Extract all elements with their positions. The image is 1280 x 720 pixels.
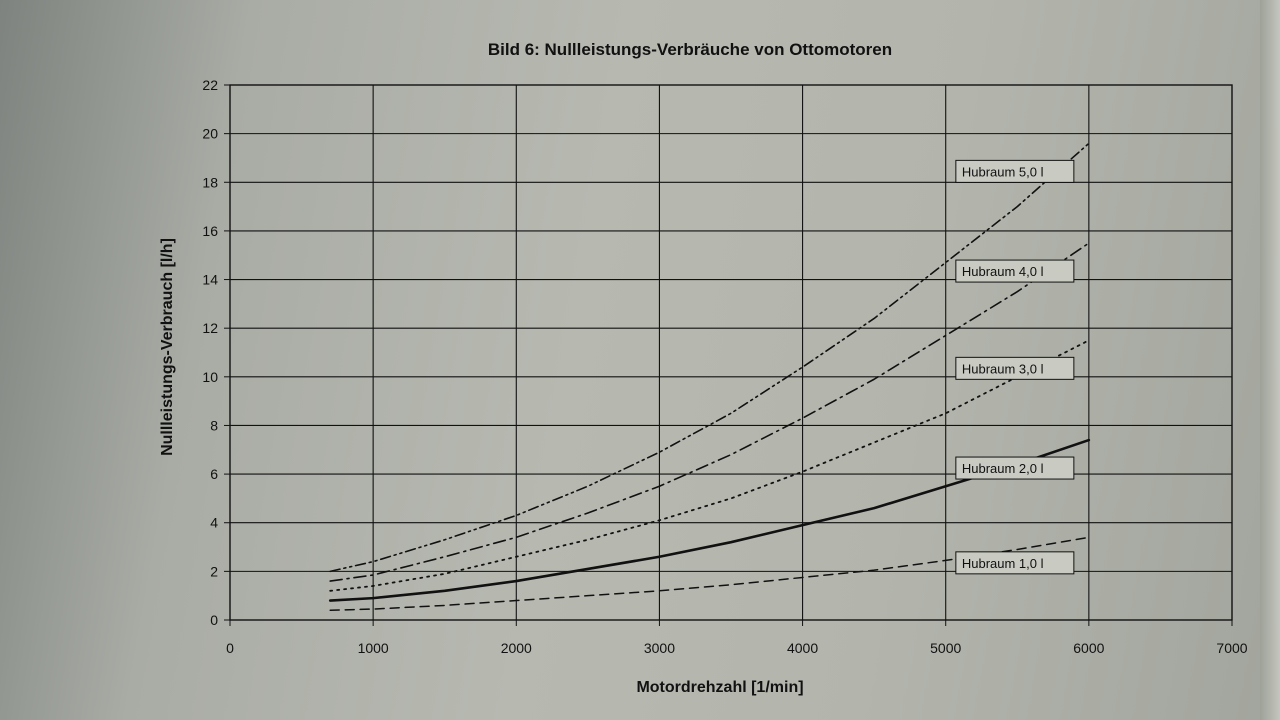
plot-frame — [229, 84, 1233, 621]
y-axis-title: Nullleistungs-Verbrauch [l/h] — [159, 238, 176, 456]
y-tick-label: 20 — [202, 126, 218, 142]
legend-box — [955, 456, 1075, 480]
chart-title: Bild 6: Nullleistungs-Verbräuche von Ott… — [488, 40, 892, 59]
x-tick-label: 4000 — [787, 640, 818, 656]
y-tick-label: 16 — [202, 223, 218, 239]
y-tick-label: 2 — [210, 563, 218, 579]
y-tick-label: 4 — [210, 515, 218, 531]
x-axis-title: Motordrehzahl [1/min] — [636, 679, 803, 696]
y-tick-label: 0 — [210, 612, 218, 628]
legend-box — [955, 159, 1075, 183]
y-tick-label: 8 — [210, 417, 218, 433]
legend-label-2: Hubraum 2,0 l — [955, 456, 1075, 480]
y-tick-label: 22 — [202, 77, 218, 93]
paper-edge — [1260, 0, 1280, 720]
y-tick-label: 10 — [202, 369, 218, 385]
legend-label-1: Hubraum 1,0 l — [955, 551, 1075, 575]
y-tick-label: 6 — [210, 466, 218, 482]
legend-text: Hubraum 1,0 l — [962, 556, 1044, 571]
legend-text: Hubraum 2,0 l — [962, 461, 1044, 476]
x-tick-label: 5000 — [930, 640, 961, 656]
x-tick-label: 1000 — [358, 640, 389, 656]
chart-grid — [229, 84, 1233, 621]
series-line-5 — [329, 142, 1090, 573]
series-line-2 — [328, 438, 1091, 602]
y-tick-label: 12 — [202, 320, 218, 336]
x-tick-label: 2000 — [501, 640, 532, 656]
y-tick-label: 14 — [202, 272, 218, 288]
x-tick-label: 3000 — [644, 640, 675, 656]
x-tick-label: 0 — [226, 640, 234, 656]
x-tick-label: 7000 — [1216, 640, 1247, 656]
x-tick-label: 6000 — [1073, 640, 1104, 656]
legend-box — [955, 551, 1075, 575]
legend-text: Hubraum 4,0 l — [962, 264, 1044, 279]
legend-text: Hubraum 5,0 l — [962, 164, 1044, 179]
series-line-4 — [329, 242, 1090, 582]
legend-label-5: Hubraum 5,0 l — [955, 159, 1075, 183]
legend-label-4: Hubraum 4,0 l — [955, 259, 1075, 283]
legend-text: Hubraum 3,0 l — [962, 361, 1044, 376]
chart-legend: Hubraum 1,0 l Hubraum 2,0 l Hubraum 3,0 l H… — [955, 159, 1075, 575]
legend-label-3: Hubraum 3,0 l — [955, 356, 1075, 380]
y-tick-label: 18 — [202, 174, 218, 190]
legend-box — [955, 259, 1075, 283]
axis-ticks: 0 1000 2000 3000 4000 5000 6000 7000 0 2 4 6 8 10 12 14… — [202, 77, 1247, 656]
legend-box — [955, 356, 1075, 380]
